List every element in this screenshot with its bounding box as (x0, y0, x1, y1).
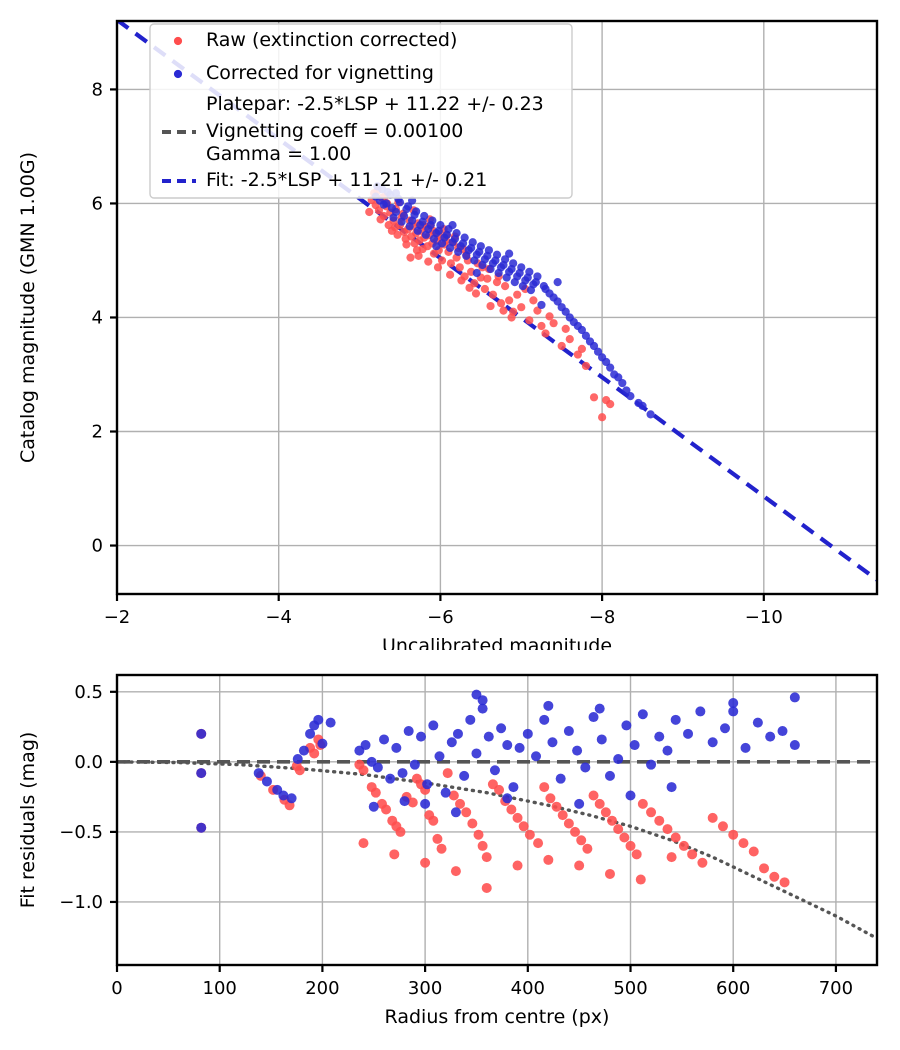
fit-residuals-panel: 0 100 200 300 400 500 600 700 0.5 0.0 −0.5 −1.0 Radi… (0, 650, 900, 1050)
legend-box (149, 23, 573, 199)
axis-ticks: −2 −4 −6 −8 −10 0 2 4 6 8 (92, 79, 783, 628)
data-area (117, 21, 877, 582)
legend-label: Fit: -2.5*LSP + 11.21 +/- 0.21 (206, 169, 487, 191)
x-tick-label: −4 (265, 607, 292, 628)
x-axis-label: Radius from centre (px) (385, 1006, 610, 1028)
x-tick-label: 300 (408, 978, 442, 999)
x-tick-label: 100 (203, 978, 237, 999)
x-tick-label: 500 (613, 978, 647, 999)
axis-spines (115, 673, 879, 967)
fit-residuals-plot: 0 100 200 300 400 500 600 700 0.5 0.0 −0.5 −1.0 Radi… (17, 673, 879, 1028)
y-tick-label: 2 (92, 422, 103, 443)
x-tick-label: 200 (305, 978, 339, 999)
legend-label: Vignetting coeff = 0.00100 (206, 120, 463, 142)
y-tick-label: 0.0 (74, 752, 103, 773)
y-axis-label: Fit residuals (mag) (17, 732, 39, 909)
legend-label: Raw (extinction corrected) (206, 29, 457, 51)
legend-marker-dot (173, 69, 183, 79)
photometry-calibration-panel: −2 −4 −6 −8 −10 0 2 4 6 8 Uncalibrated magnitude Ca… (17, 19, 879, 650)
x-tick-label: 600 (716, 978, 750, 999)
y-tick-label: 0 (92, 536, 103, 557)
residual-series-1 (196, 689, 800, 833)
y-tick-label: 4 (92, 307, 103, 328)
axis-ticks: 0 100 200 300 400 500 600 700 0.5 0.0 −0.5 −1.0 (59, 682, 853, 999)
axis-spines (115, 19, 879, 596)
legend: Raw (extinction corrected) Corrected for … (149, 23, 573, 199)
x-tick-label: −8 (589, 607, 616, 628)
x-tick-label: −6 (427, 607, 454, 628)
y-tick-label: −0.5 (59, 822, 103, 843)
legend-label: Platepar: -2.5*LSP + 11.22 +/- 0.23 (206, 93, 544, 115)
legend-label: Gamma = 1.00 (206, 143, 351, 165)
vignetting-curve (117, 760, 877, 941)
x-axis-label: Uncalibrated magnitude (382, 635, 612, 650)
x-tick-label: 700 (819, 978, 853, 999)
y-tick-label: 8 (92, 79, 103, 100)
legend-marker-dot (173, 36, 183, 46)
x-tick-label: −2 (104, 607, 131, 628)
data-area (117, 689, 877, 941)
y-tick-label: 6 (92, 193, 103, 214)
fit-line (117, 21, 877, 582)
legend-label: Corrected for vignetting (206, 62, 434, 84)
y-tick-label: 0.5 (74, 682, 103, 703)
y-tick-label: −1.0 (59, 892, 103, 913)
x-tick-label: 0 (111, 978, 122, 999)
x-tick-label: −10 (745, 607, 783, 628)
y-axis-label: Catalog magnitude (GMN 1.00G) (17, 152, 39, 463)
photometry-calibration-plot: −2 −4 −6 −8 −10 0 2 4 6 8 Uncalibrated magnitude Ca… (17, 19, 879, 650)
scatter-series-1 (371, 182, 655, 419)
x-tick-label: 400 (511, 978, 545, 999)
